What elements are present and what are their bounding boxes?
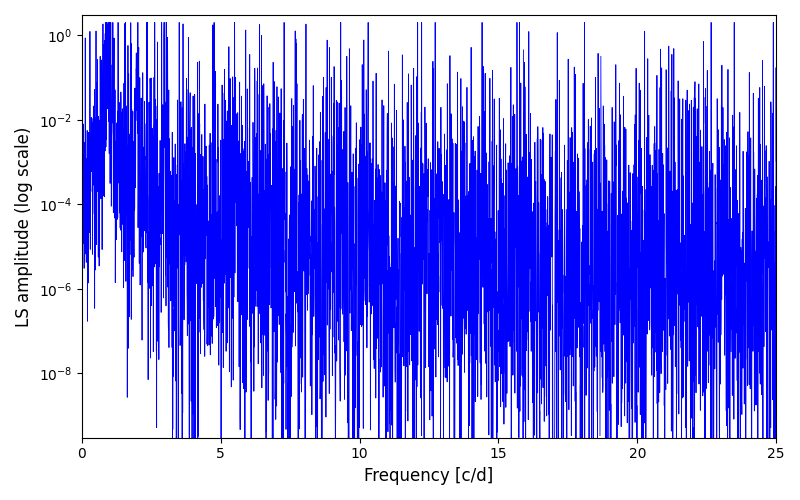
- X-axis label: Frequency [c/d]: Frequency [c/d]: [364, 467, 494, 485]
- Y-axis label: LS amplitude (log scale): LS amplitude (log scale): [15, 126, 33, 326]
